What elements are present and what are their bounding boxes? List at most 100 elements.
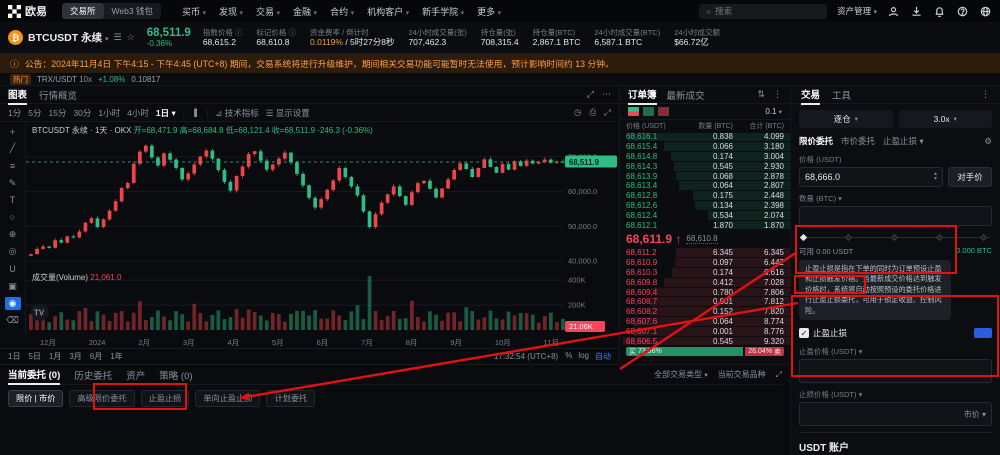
ask-row[interactable]: 68,612.1 1.870 1.870 bbox=[620, 220, 790, 230]
month-label-1[interactable]: 2024 bbox=[88, 337, 106, 347]
month-label-7[interactable]: 7月 bbox=[361, 337, 373, 347]
filter-计划委托[interactable]: 计划委托 bbox=[266, 389, 316, 407]
brush-icon[interactable]: ✎ bbox=[8, 177, 17, 188]
bbo-button[interactable]: 对手价 bbox=[948, 167, 992, 187]
take-profit-input[interactable] bbox=[799, 359, 992, 384]
download-icon[interactable] bbox=[910, 5, 923, 18]
filter-止盈止损[interactable]: 止盈止损 bbox=[140, 389, 190, 407]
hot-pairs-bar[interactable]: 热门 TRX/USDT 10x +1.08% 0.10817 bbox=[0, 73, 1000, 86]
ask-row[interactable]: 68,613.9 0.068 2.878 bbox=[620, 171, 790, 181]
ask-row[interactable]: 68,612.8 0.175 2.448 bbox=[620, 191, 790, 201]
range-1年[interactable]: 1年 bbox=[110, 352, 123, 361]
ask-row[interactable]: 68,612.4 0.534 2.074 bbox=[620, 210, 790, 220]
tp-sl-guide-button[interactable] bbox=[974, 328, 992, 339]
mark-price[interactable]: 68,610.8 bbox=[686, 233, 718, 244]
fullscreen-icon[interactable]: ⤢ bbox=[604, 107, 611, 117]
nav-item-3[interactable]: 金融 ▾ bbox=[293, 6, 318, 17]
amount-input[interactable] bbox=[799, 206, 992, 226]
order-type-限价委托[interactable]: 限价委托 bbox=[799, 136, 834, 146]
zoom-icon[interactable]: ◎ bbox=[8, 246, 17, 257]
interval-1分[interactable]: 1分 bbox=[8, 107, 22, 118]
month-label-3[interactable]: 3月 bbox=[182, 337, 195, 347]
chart-clock[interactable]: 17:32:54 (UTC+8) bbox=[493, 352, 559, 361]
search-box[interactable]: ⌕ bbox=[699, 3, 828, 19]
watchlist-icon[interactable]: ☰ bbox=[113, 32, 122, 42]
interval-5分[interactable]: 5分 bbox=[28, 107, 42, 118]
bid-row[interactable]: 68,611.2 6.345 6.345 bbox=[620, 248, 790, 258]
alert-icon[interactable]: ◷ bbox=[573, 107, 582, 117]
filter-高级限价委托[interactable]: 高级限价委托 bbox=[69, 389, 135, 407]
bid-row[interactable]: 68,609.4 0.780 7.806 bbox=[620, 287, 790, 297]
announcement-bar[interactable]: ⓘ 公告：2024年11月4日 下午4:15 - 下午4:45 (UTC+8) … bbox=[0, 54, 1000, 73]
interval-30分[interactable]: 30分 bbox=[73, 107, 92, 118]
tick-size-select[interactable]: 0.1 ▾ bbox=[765, 107, 782, 116]
asset-management-menu[interactable]: 资产管理 ▾ bbox=[837, 6, 877, 16]
month-label-0[interactable]: 12月 bbox=[40, 337, 56, 347]
bid-row[interactable]: 68,608.7 0.001 7.812 bbox=[620, 297, 790, 307]
book-sort-icon[interactable]: ⇅ bbox=[757, 89, 765, 99]
amount-slider[interactable] bbox=[799, 232, 990, 242]
trash-icon[interactable]: ⌫ bbox=[6, 315, 19, 326]
trade-tab-交易[interactable]: 交易 bbox=[801, 85, 821, 105]
bid-row[interactable]: 68,607.1 0.001 8.776 bbox=[620, 326, 790, 336]
chart-canvas-area[interactable]: BTCUSDT 永续 · 1天 · OKX 开=68,471.9 高=68,68… bbox=[26, 122, 619, 336]
ask-row[interactable]: 68,614.3 0.545 2.930 bbox=[620, 161, 790, 171]
slider-handle[interactable] bbox=[799, 233, 808, 241]
ask-row[interactable]: 68,616.1 0.838 4.099 bbox=[620, 132, 790, 142]
trade-more-icon[interactable]: ⋮ bbox=[981, 89, 990, 99]
pair-name[interactable]: BTCUSDT 永续 ▾ bbox=[28, 32, 109, 44]
leverage-select[interactable]: 3.0x ▾ bbox=[898, 110, 992, 128]
toggle-exchange[interactable]: 交易所 bbox=[62, 3, 104, 19]
nav-item-5[interactable]: 机构客户 ▾ bbox=[367, 6, 410, 17]
interval-selected[interactable]: 1日 ▾ bbox=[155, 107, 176, 118]
panel-expand-icon[interactable]: ⤢ bbox=[586, 89, 594, 99]
month-label-8[interactable]: 8月 bbox=[405, 337, 418, 347]
month-label-10[interactable]: 10月 bbox=[494, 337, 511, 347]
globe-icon[interactable] bbox=[979, 5, 992, 18]
ask-row[interactable]: 68,613.4 0.064 2.807 bbox=[620, 181, 790, 191]
stop-loss-exec-select[interactable]: 市价 ▾ bbox=[963, 409, 986, 419]
interval-15分[interactable]: 15分 bbox=[48, 107, 67, 118]
month-label-9[interactable]: 9月 bbox=[450, 337, 462, 347]
filter-限价 | 市价[interactable]: 限价 | 市价 bbox=[8, 389, 64, 407]
book-tab-订单簿[interactable]: 订单簿 bbox=[628, 85, 657, 105]
hot-pair[interactable]: TRX/USDT 10x bbox=[37, 74, 92, 84]
margin-mode-select[interactable]: 逐仓 ▾ bbox=[799, 110, 893, 128]
time-axis[interactable]: 12月 2024 2月 3月 4月 5月 6月 7月 8月 9月 10月 11月 bbox=[0, 336, 619, 349]
ask-row[interactable]: 68,615.4 0.066 3.180 bbox=[620, 142, 790, 152]
order-type-filter[interactable]: 全部交易类型 ▾ bbox=[654, 370, 708, 379]
interval-1小时[interactable]: 1小时 bbox=[98, 107, 121, 118]
filter-单向止盈止损[interactable]: 单向止盈止损 bbox=[195, 389, 261, 407]
text-icon[interactable]: T bbox=[9, 195, 16, 206]
tp-sl-checkbox[interactable]: ✓ bbox=[799, 328, 809, 339]
candle-type-icon[interactable]: ❚ bbox=[191, 107, 200, 117]
bid-row[interactable]: 68,610.9 0.097 6.442 bbox=[620, 258, 790, 268]
search-input[interactable] bbox=[715, 6, 816, 16]
nav-item-0[interactable]: 买币 ▾ bbox=[181, 6, 206, 17]
toolbar-显示设置[interactable]: ☰ 显示设置 bbox=[265, 107, 310, 118]
range-6月[interactable]: 6月 bbox=[89, 352, 103, 361]
favorite-star-icon[interactable]: ☆ bbox=[126, 32, 135, 42]
orders-tab-当前委托 (0)[interactable]: 当前委托 (0) bbox=[8, 365, 61, 385]
scale-log[interactable]: log bbox=[578, 351, 589, 360]
scale-%[interactable]: % bbox=[565, 351, 573, 360]
order-settings-gear-icon[interactable]: ⚙ bbox=[984, 135, 992, 146]
help-icon[interactable] bbox=[956, 5, 969, 18]
crosshair-icon[interactable]: + bbox=[9, 126, 16, 137]
month-label-11[interactable]: 11月 bbox=[543, 337, 559, 347]
panel-more-icon[interactable]: ⋯ bbox=[602, 89, 611, 99]
month-label-5[interactable]: 5月 bbox=[272, 337, 284, 347]
shapes-icon[interactable]: ○ bbox=[9, 212, 16, 223]
book-mode-bids-icon[interactable] bbox=[658, 107, 669, 116]
orderbook-mid-row[interactable]: 68,611.9 ↑ 68,610.8 bbox=[620, 230, 790, 248]
range-5日[interactable]: 5日 bbox=[28, 352, 41, 361]
book-more-icon[interactable]: ⋮ bbox=[773, 89, 782, 99]
range-1月[interactable]: 1月 bbox=[48, 352, 62, 361]
order-type-止盈止损[interactable]: 止盈止损 ▾ bbox=[883, 136, 924, 146]
scale-自动[interactable]: 自动 bbox=[595, 352, 611, 361]
camera-icon[interactable]: ⎙ bbox=[589, 107, 597, 117]
orders-tab-历史委托[interactable]: 历史委托 bbox=[74, 370, 113, 382]
ask-row[interactable]: 68,614.8 0.174 3.004 bbox=[620, 152, 790, 162]
bid-row[interactable]: 68,607.6 0.064 8.774 bbox=[620, 317, 790, 327]
measure-icon[interactable]: ⊕ bbox=[8, 229, 17, 240]
